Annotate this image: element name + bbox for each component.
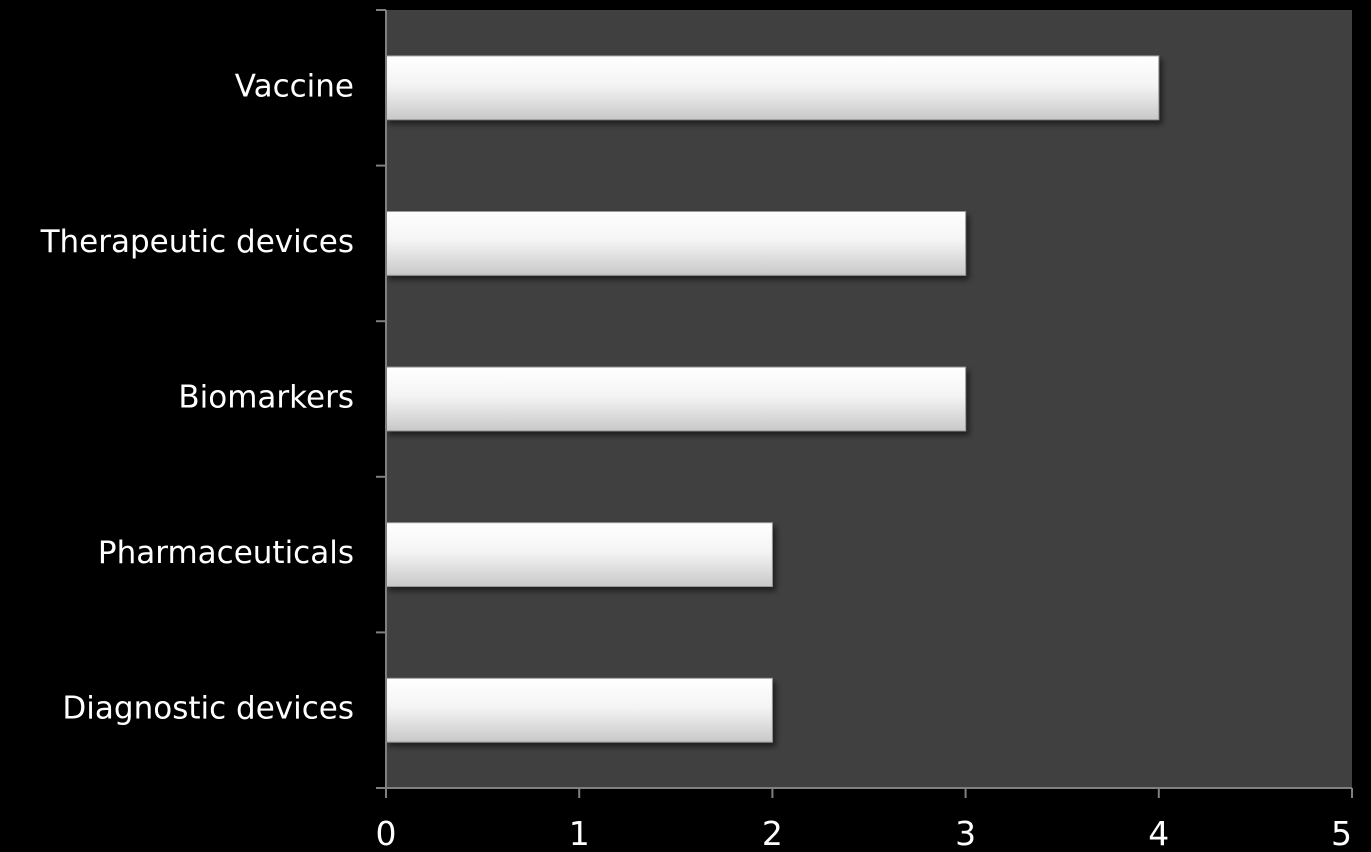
category-label: Therapeutic devices	[40, 224, 354, 260]
category-label: Pharmaceuticals	[98, 535, 354, 571]
x-tick-label: 0	[376, 814, 397, 852]
bar-vaccine	[386, 56, 1159, 120]
x-tick-label: 5	[1331, 814, 1352, 852]
category-label: Vaccine	[235, 68, 354, 104]
x-tick-label: 4	[1148, 814, 1169, 852]
category-label: Biomarkers	[178, 380, 354, 416]
bar-therapeutic-devices	[386, 212, 966, 276]
x-tick-label: 1	[569, 814, 590, 852]
bar-biomarkers	[386, 367, 966, 431]
x-tick-label: 3	[955, 814, 976, 852]
category-label: Diagnostic devices	[62, 691, 354, 727]
bar-diagnostic-devices	[386, 678, 772, 742]
x-tick-label: 2	[762, 814, 783, 852]
bar-pharmaceuticals	[386, 523, 772, 587]
